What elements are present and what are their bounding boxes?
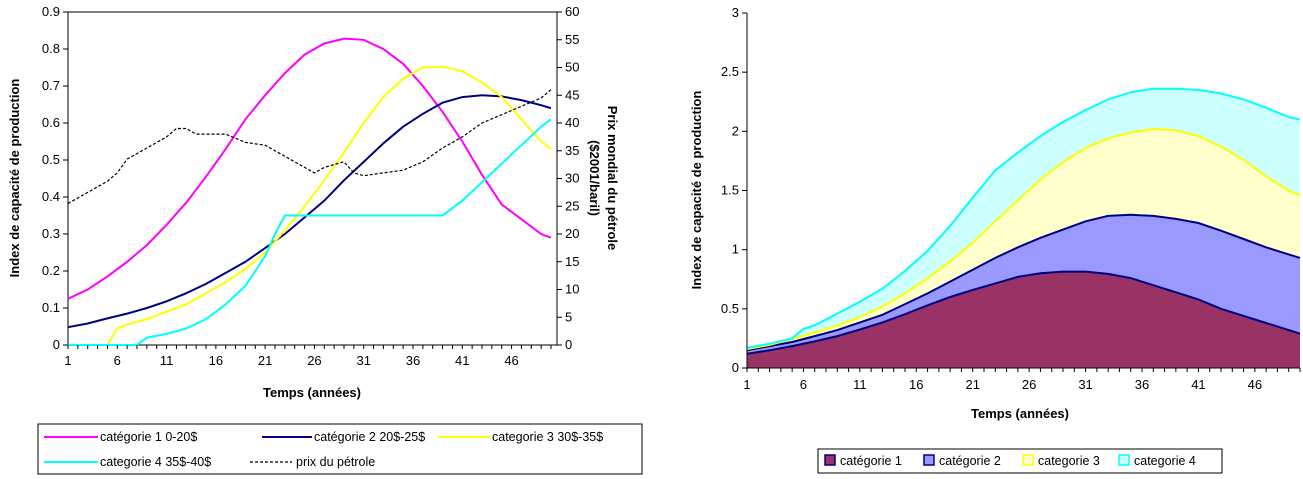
legend-label-area-cat4: categorie 4 (1134, 454, 1196, 468)
left-series-group (67, 37, 552, 346)
right-x-tick-label: 6 (800, 377, 807, 392)
left-series-line-1 (67, 37, 552, 300)
left-legend: catégorie 1 0-20$ catégorie 2 20$-25$ ca… (37, 423, 643, 475)
right-stacked-area-chart: 00.511.522.53 1 6 11 16 21 26 31 36 41 46 Temps (… (689, 5, 1301, 474)
left-plot-area (67, 11, 558, 346)
right-y-axis-label: Index de capacité de production (689, 91, 704, 290)
right-y-tick-labels: 0 0.5 1 1.5 2 2.5 3 (721, 5, 747, 375)
right-x-tick-label: 31 (1078, 377, 1092, 392)
left-x-tick-label: 31 (356, 353, 370, 368)
legend-label-cat2: catégorie 2 20$-25$ (314, 430, 425, 444)
left-y2-tick-label: 60 (565, 4, 579, 19)
left-y2-tick-label: 55 (565, 32, 579, 47)
right-x-tick-labels: 1 6 11 16 21 26 31 36 41 46 (743, 368, 1301, 392)
left-series-line-2 (67, 94, 552, 329)
left-y2-tick-labels: 0 5 10 15 20 25 30 35 40 45 50 55 60 (557, 4, 579, 352)
right-y-tick-label: 1 (732, 242, 739, 257)
left-y-tick-label: 0.9 (42, 4, 60, 19)
right-area-edge-4 (746, 87, 1301, 349)
left-x-tick-label: 6 (114, 353, 121, 368)
left-x-axis-label: Temps (années) (263, 385, 361, 400)
right-x-tick-label: 36 (1135, 377, 1149, 392)
left-y2-tick-label: 35 (565, 143, 579, 158)
left-series-line-3 (68, 65, 552, 346)
legend-swatch-area-cat4 (1118, 454, 1130, 466)
left-x-tick-label: 21 (258, 353, 272, 368)
left-series-line-5 (67, 89, 552, 205)
left-x-tick-labels: 1 6 11 16 21 26 31 36 41 46 (64, 345, 552, 368)
right-y-tick-label: 2.5 (721, 64, 739, 79)
legend-label-area-cat2: catégorie 2 (939, 454, 1001, 468)
left-y2-axis-label-line1: Prix mondial du pétrole (605, 106, 620, 250)
left-y2-tick-label: 15 (565, 254, 579, 269)
right-x-tick-label: 16 (909, 377, 923, 392)
right-x-tick-label: 21 (965, 377, 979, 392)
left-y-tick-labels: 0 0.1 0.2 0.3 0.4 0.5 0.6 0.7 0.8 0.9 (42, 4, 68, 352)
right-x-axis-label: Temps (années) (971, 406, 1069, 421)
legend-label-oil: prix du pétrole (296, 455, 375, 469)
right-x-tick-label: 26 (1022, 377, 1036, 392)
left-y-tick-label: 0.5 (42, 152, 60, 167)
left-y2-tick-label: 5 (565, 309, 572, 324)
right-y-tick-label: 2 (732, 123, 739, 138)
left-series-line-4 (68, 118, 552, 346)
legend-swatch-area-cat3 (1022, 454, 1034, 466)
left-x-tick-label: 36 (406, 353, 420, 368)
right-legend-box (817, 448, 1223, 474)
left-x-tick-label: 16 (209, 353, 223, 368)
legend-label-area-cat3: categorie 3 (1038, 454, 1100, 468)
left-y-tick-label: 0.1 (42, 300, 60, 315)
left-x-tick-label: 1 (64, 353, 71, 368)
right-area-edge-1 (746, 270, 1301, 355)
left-legend-box (37, 423, 643, 475)
right-x-tick-label: 41 (1191, 377, 1205, 392)
left-y-tick-label: 0.4 (42, 189, 60, 204)
left-x-tick-label: 41 (455, 353, 469, 368)
right-legend: catégorie 1 catégorie 2 categorie 3 cate… (817, 448, 1223, 474)
right-x-tick-label: 1 (743, 377, 750, 392)
right-y-tick-label: 0 (732, 360, 739, 375)
left-y-tick-label: 0.7 (42, 78, 60, 93)
legend-label-cat1: catégorie 1 0-20$ (100, 430, 197, 444)
legend-swatch-area-cat1 (824, 454, 836, 466)
legend-swatch-area-cat2 (923, 454, 935, 466)
left-line-chart: 0 0.1 0.2 0.3 0.4 0.5 0.6 0.7 0.8 0.9 0 5 10 15 20 25 3… (7, 4, 643, 475)
left-y-tick-label: 0.8 (42, 41, 60, 56)
left-y-tick-label: 0.2 (42, 263, 60, 278)
left-x-tick-label: 46 (504, 353, 518, 368)
right-area-edge-2 (746, 213, 1301, 352)
right-y-tick-label: 3 (732, 5, 739, 20)
right-area-edge-3 (746, 127, 1301, 351)
right-series-group (746, 87, 1301, 368)
left-y2-tick-label: 50 (565, 60, 579, 75)
legend-label-area-cat1: catégorie 1 (840, 454, 902, 468)
right-area-fill-1 (747, 271, 1300, 368)
right-y-tick-label: 0.5 (721, 301, 739, 316)
left-y2-tick-label: 20 (565, 226, 579, 241)
left-y2-tick-label: 40 (565, 115, 579, 130)
right-x-tick-label: 11 (853, 377, 867, 392)
right-x-tick-label: 46 (1248, 377, 1262, 392)
left-y2-axis-label-line2: ($2001/baril) (587, 140, 602, 216)
left-x-tick-label: 11 (160, 353, 174, 368)
left-y2-tick-label: 45 (565, 87, 579, 102)
left-y2-tick-label: 25 (565, 198, 579, 213)
legend-label-cat4: categorie 4 35$-40$ (100, 455, 211, 469)
left-y2-tick-label: 30 (565, 171, 579, 186)
left-y-tick-label: 0.6 (42, 115, 60, 130)
left-y-axis-label: Index de capacité de production (7, 79, 22, 278)
left-x-tick-label: 26 (307, 353, 321, 368)
right-y-tick-label: 1.5 (721, 183, 739, 198)
left-y2-tick-label: 10 (565, 282, 579, 297)
left-y2-tick-label: 0 (565, 337, 572, 352)
legend-label-cat3: categorie 3 30$-35$ (492, 430, 603, 444)
left-y-tick-label: 0.3 (42, 226, 60, 241)
left-y-tick-label: 0 (53, 337, 60, 352)
